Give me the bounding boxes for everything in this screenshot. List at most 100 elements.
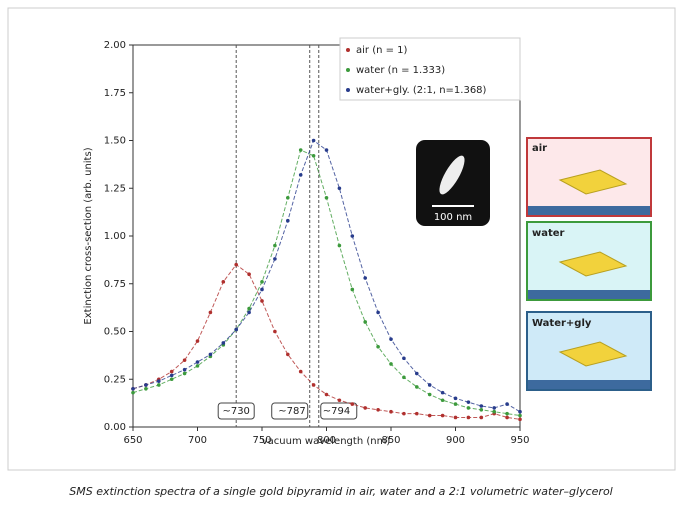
- marker-label: ~730: [222, 406, 249, 417]
- data-point: [196, 339, 200, 343]
- y-tick-label: 0.75: [104, 279, 126, 290]
- data-point: [402, 412, 406, 416]
- substrate: [528, 380, 650, 389]
- data-point: [428, 414, 432, 418]
- data-point: [286, 196, 290, 200]
- legend-label: air (n = 1): [356, 45, 408, 56]
- data-point: [183, 368, 187, 372]
- data-point: [441, 414, 445, 418]
- y-tick-label: 0.00: [104, 422, 126, 433]
- data-point: [428, 383, 432, 387]
- marker-label: ~787: [278, 406, 305, 417]
- data-point: [247, 272, 251, 276]
- data-point: [131, 391, 135, 395]
- x-tick-label: 750: [252, 435, 271, 446]
- data-point: [260, 288, 264, 292]
- y-tick-label: 0.25: [104, 374, 126, 385]
- y-tick-label: 1.50: [104, 136, 126, 147]
- data-point: [144, 387, 148, 391]
- legend-marker: [346, 88, 350, 92]
- legend-marker: [346, 48, 350, 52]
- data-point: [505, 416, 509, 420]
- data-point: [402, 356, 406, 360]
- data-point: [363, 406, 367, 410]
- y-tick-label: 1.75: [104, 88, 126, 99]
- panel-label: Water+gly: [532, 318, 592, 329]
- x-tick-label: 900: [446, 435, 465, 446]
- data-point: [131, 387, 135, 391]
- data-point: [144, 383, 148, 387]
- data-point: [260, 280, 264, 284]
- y-tick-label: 2.00: [104, 40, 126, 51]
- data-point: [505, 402, 509, 406]
- data-point: [209, 353, 213, 357]
- data-point: [338, 398, 342, 402]
- panel-label: water: [532, 228, 565, 239]
- data-point: [286, 353, 290, 357]
- data-point: [299, 173, 303, 177]
- data-point: [209, 311, 213, 315]
- data-point: [376, 311, 380, 315]
- x-tick-label: 800: [317, 435, 336, 446]
- data-point: [389, 410, 393, 414]
- data-point: [389, 362, 393, 366]
- data-point: [234, 328, 238, 332]
- data-point: [157, 379, 161, 383]
- data-point: [157, 383, 161, 387]
- x-tick-label: 950: [510, 435, 529, 446]
- data-point: [222, 280, 226, 284]
- data-point: [273, 257, 277, 261]
- data-point: [170, 374, 174, 378]
- data-point: [286, 219, 290, 223]
- data-point: [467, 406, 471, 410]
- data-point: [389, 337, 393, 341]
- data-point: [467, 400, 471, 404]
- data-point: [518, 418, 522, 422]
- data-point: [312, 154, 316, 158]
- data-point: [480, 416, 484, 420]
- data-point: [351, 402, 355, 406]
- panel: air: [527, 138, 651, 216]
- data-point: [454, 402, 458, 406]
- data-point: [415, 412, 419, 416]
- data-point: [363, 320, 367, 324]
- data-point: [518, 410, 522, 414]
- data-point: [325, 196, 329, 200]
- data-point: [518, 414, 522, 418]
- data-point: [299, 148, 303, 152]
- data-point: [376, 408, 380, 412]
- data-point: [480, 404, 484, 408]
- data-point: [299, 370, 303, 374]
- panel-label: air: [532, 143, 547, 154]
- y-tick-label: 1.25: [104, 183, 126, 194]
- data-point: [247, 311, 251, 315]
- data-point: [351, 288, 355, 292]
- data-point: [492, 406, 496, 410]
- data-point: [170, 370, 174, 374]
- data-point: [196, 360, 200, 364]
- panel: Water+gly: [527, 312, 651, 390]
- data-point: [376, 345, 380, 349]
- scale-label: 100 nm: [434, 212, 472, 223]
- data-point: [454, 416, 458, 420]
- data-point: [415, 385, 419, 389]
- legend-label: water (n = 1.333): [356, 65, 445, 76]
- caption: SMS extinction spectra of a single gold …: [69, 485, 612, 498]
- x-tick-label: 650: [123, 435, 142, 446]
- data-point: [222, 341, 226, 345]
- inset: 100 nm: [416, 140, 490, 226]
- data-point: [441, 391, 445, 395]
- data-point: [467, 416, 471, 420]
- data-point: [273, 244, 277, 248]
- data-point: [415, 372, 419, 376]
- data-point: [338, 186, 342, 190]
- data-point: [454, 397, 458, 401]
- substrate: [528, 290, 650, 299]
- y-tick-label: 1.00: [104, 231, 126, 242]
- legend-marker: [346, 68, 350, 72]
- data-point: [234, 263, 238, 267]
- y-axis-label: Extinction cross-section (arb. units): [83, 147, 94, 324]
- data-point: [325, 393, 329, 397]
- legend-label: water+gly. (2:1, n=1.368): [356, 85, 487, 96]
